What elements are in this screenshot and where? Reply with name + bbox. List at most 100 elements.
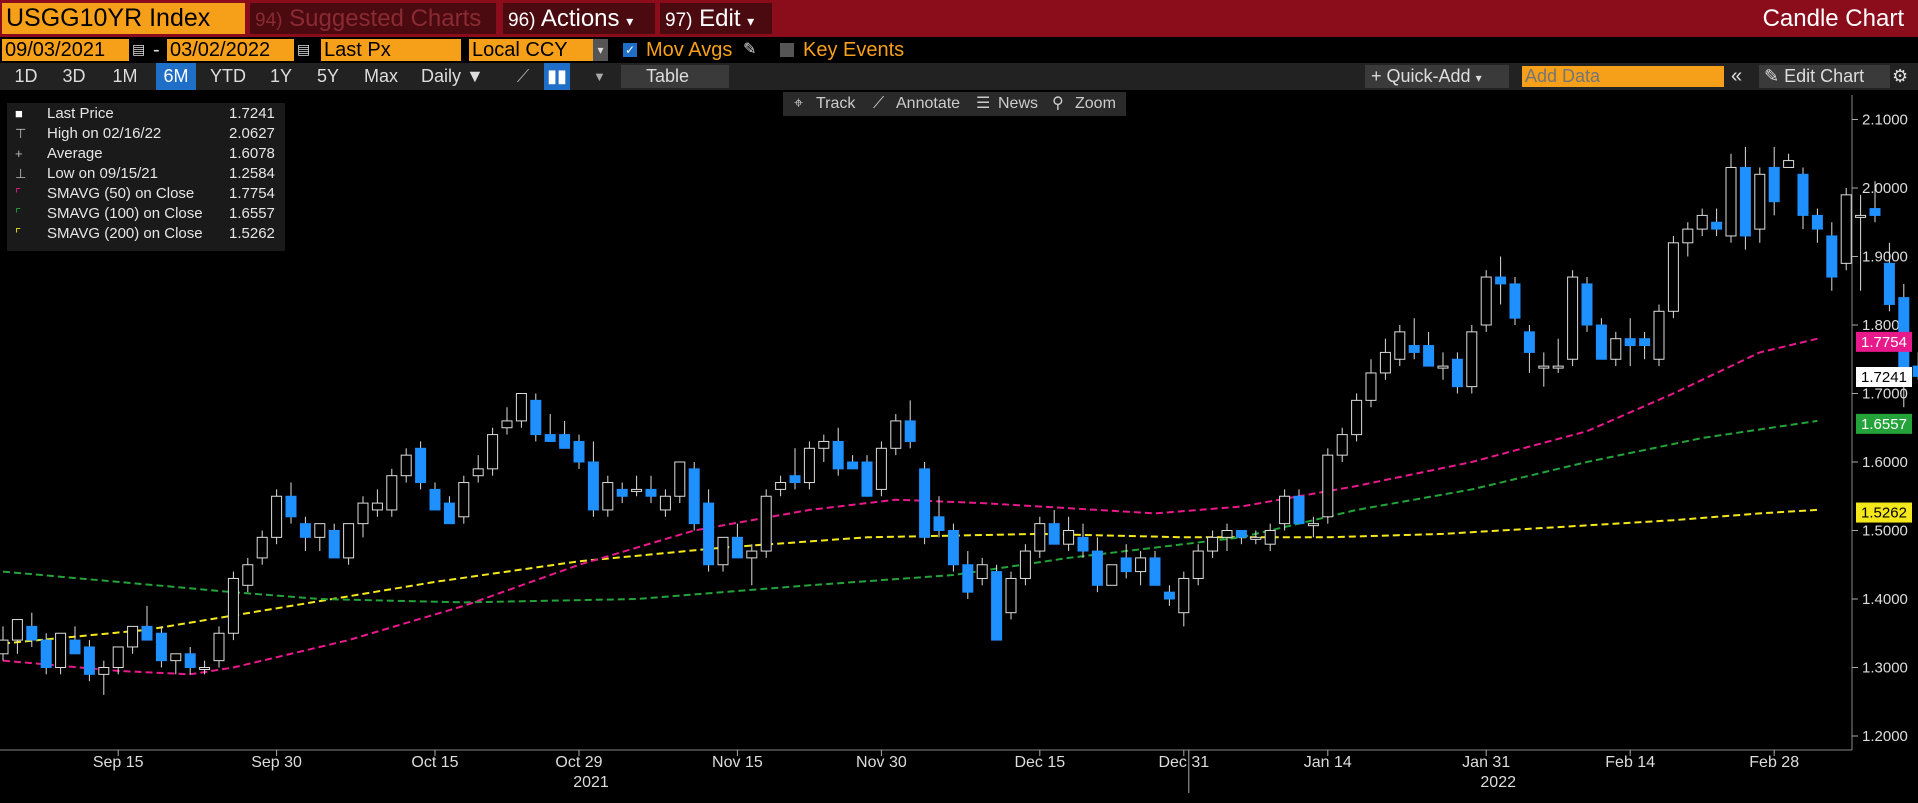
candle-body	[0, 639, 9, 655]
candle-body	[1624, 338, 1636, 347]
key-events-checkbox[interactable]	[780, 43, 794, 57]
candle-chart-icon[interactable]: ▮▮	[544, 63, 570, 90]
currency-select[interactable]: Local CCY	[469, 39, 593, 61]
range-1y-button[interactable]: 1Y	[269, 66, 293, 86]
key-events-label[interactable]: Key Events	[803, 39, 905, 61]
chart-type-dropdown-icon[interactable]: ▼	[593, 69, 606, 84]
candle-body	[602, 482, 614, 511]
price-field-select[interactable]: Last Px	[321, 39, 461, 61]
add-data-input[interactable]	[1522, 66, 1724, 87]
candle-body	[746, 550, 758, 559]
range-1m-button[interactable]: 1M	[112, 66, 138, 86]
legend-value: 1.2584	[229, 165, 275, 182]
candle-body	[559, 434, 571, 449]
legend-label: SMAVG (100) on Close	[47, 205, 203, 222]
candle-body	[1322, 454, 1334, 518]
legend-label: SMAVG (50) on Close	[47, 185, 195, 202]
candle-body	[1523, 331, 1535, 353]
x-tick-label: Jan 14	[1304, 754, 1352, 771]
range-1d-button[interactable]: 1D	[14, 66, 38, 86]
legend-value: 2.0627	[229, 125, 275, 142]
news-button[interactable]: News	[998, 95, 1039, 112]
annotate-button[interactable]: Annotate	[896, 95, 961, 112]
x-tick-label: Dec 31	[1158, 754, 1209, 771]
start-date-field[interactable]: 09/03/2021	[2, 39, 129, 61]
candle-body	[1063, 530, 1075, 545]
candle-body	[587, 461, 599, 511]
candle-body	[1048, 523, 1060, 545]
candle-body	[112, 646, 124, 669]
gear-icon[interactable]: ⚙	[1892, 66, 1909, 86]
calendar-icon[interactable]: ▤	[297, 41, 311, 57]
ticker-field[interactable]: USGG10YR Index	[2, 3, 245, 34]
price-tag	[1856, 502, 1912, 523]
candle-body	[933, 516, 945, 531]
candle-body	[141, 625, 153, 641]
candle-body	[1293, 495, 1305, 525]
legend-label: SMAVG (200) on Close	[47, 225, 203, 242]
frequency-select[interactable]: Daily ▼	[421, 63, 484, 90]
y-tick-label: 1.2000	[1862, 728, 1908, 745]
plus-icon: +	[1371, 66, 1382, 86]
sma200-line	[2, 508, 1818, 645]
suggested-charts-menu[interactable]: 94) Suggested Charts	[250, 3, 496, 34]
range-6m-button[interactable]: 6M	[156, 63, 196, 90]
calendar-icon[interactable]: ▤	[132, 41, 146, 57]
candle-body	[213, 632, 225, 662]
candle-body	[1106, 564, 1118, 586]
x-tick-label: Oct 29	[555, 754, 602, 771]
candle-body	[400, 454, 412, 477]
actions-menu[interactable]: 96) Actions ▾	[503, 3, 655, 34]
range-max-button[interactable]: Max	[363, 66, 398, 86]
candle-body	[487, 434, 499, 470]
candle-body	[890, 420, 902, 449]
range-ytd-button[interactable]: YTD	[210, 66, 246, 86]
pencil-icon[interactable]: ✎	[743, 41, 757, 58]
candle-body	[1739, 166, 1751, 237]
candle-body	[1883, 262, 1895, 305]
candle-body	[803, 447, 815, 484]
price-tag-label: 1.7754	[1861, 334, 1907, 351]
candle-body	[1855, 214, 1867, 218]
zoom-button[interactable]: Zoom	[1075, 95, 1116, 112]
end-date-field[interactable]: 03/02/2022	[167, 39, 294, 61]
mov-avgs-label[interactable]: Mov Avgs	[646, 39, 733, 61]
search-icon: ⚲	[1052, 95, 1064, 112]
candle-body	[818, 440, 830, 449]
edit-menu[interactable]: 97) Edit ▾	[660, 3, 772, 34]
range-3d-button[interactable]: 3D	[62, 66, 86, 86]
mov-avgs-checkbox[interactable]: ✓	[623, 43, 637, 57]
candle-body	[1379, 351, 1391, 374]
candle-body	[1221, 530, 1233, 538]
candle-body	[1466, 331, 1478, 388]
candle-body	[991, 571, 1003, 641]
candle-body	[1495, 276, 1507, 285]
suggested-number: 94)	[255, 10, 283, 31]
candle-body	[155, 632, 167, 662]
candle-body	[659, 495, 671, 511]
candle-body	[1423, 345, 1435, 367]
candle-body	[731, 536, 743, 559]
y-tick-label: 1.5000	[1862, 523, 1908, 540]
range-5y-button[interactable]: 5Y	[316, 66, 340, 86]
line-chart-icon[interactable]: ⟋	[516, 66, 530, 86]
candle-body	[1178, 577, 1190, 614]
candle-body	[1581, 283, 1593, 326]
legend-swatch-icon: ⊤	[15, 126, 27, 141]
view-title: Candle Chart	[1762, 5, 1904, 32]
quick-add-button[interactable]: + Quick-Add ▾	[1371, 63, 1482, 90]
candle-body	[271, 495, 283, 538]
candle-body	[1682, 228, 1694, 244]
candle-body	[1725, 166, 1737, 237]
table-button[interactable]: Table	[646, 66, 690, 86]
track-button[interactable]: Track	[816, 95, 856, 112]
candle-body	[1192, 550, 1204, 579]
collapse-icon[interactable]: «	[1731, 65, 1743, 87]
candle-body	[26, 625, 38, 641]
currency-dropdown-icon[interactable]: ▾	[593, 39, 608, 61]
edit-chart-button[interactable]: ✎ Edit Chart	[1764, 63, 1864, 90]
candle-body	[1639, 338, 1651, 347]
actions-number: 96)	[508, 10, 536, 31]
legend: ■ Last Price 1.7241 ⊤ High on 02/16/22 2.0627…	[7, 103, 285, 251]
